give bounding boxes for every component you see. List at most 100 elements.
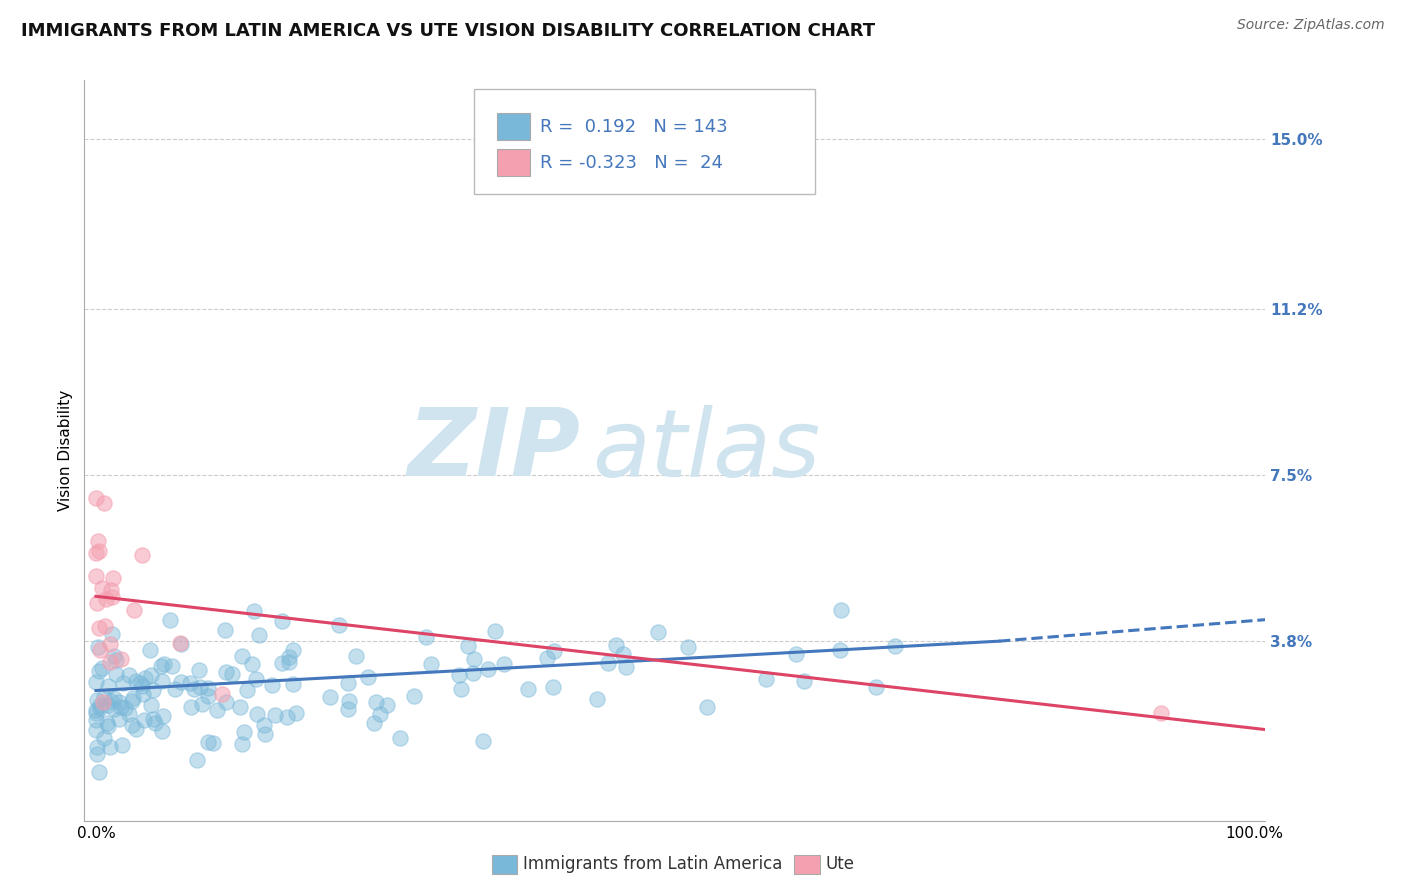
Point	[86, 596, 108, 610]
Point	[94, 618, 117, 632]
Point	[883, 639, 905, 653]
Point	[141, 698, 163, 712]
Point	[415, 630, 437, 644]
Point	[87, 534, 110, 549]
Point	[247, 628, 270, 642]
Point	[93, 690, 115, 704]
Point	[91, 581, 114, 595]
Point	[87, 544, 110, 558]
Point	[97, 718, 120, 732]
Point	[96, 716, 118, 731]
Point	[89, 700, 111, 714]
Point	[243, 604, 266, 618]
Point	[240, 657, 263, 671]
Point	[214, 623, 236, 637]
Point	[253, 718, 276, 732]
Point	[152, 709, 174, 723]
Point	[84, 569, 107, 583]
Point	[517, 681, 540, 696]
Point	[262, 678, 284, 692]
Point	[830, 642, 852, 657]
Point	[830, 603, 852, 617]
Point	[110, 652, 132, 666]
Point	[253, 726, 276, 740]
Point	[150, 724, 173, 739]
Point	[598, 657, 620, 671]
Point	[86, 739, 108, 754]
Point	[139, 667, 162, 681]
Point	[457, 639, 479, 653]
Text: ZIP: ZIP	[408, 404, 581, 497]
Point	[236, 682, 259, 697]
Point	[477, 662, 499, 676]
Point	[84, 675, 107, 690]
Point	[89, 698, 111, 712]
Point	[84, 706, 107, 720]
Point	[163, 682, 186, 697]
Point	[131, 549, 153, 563]
Point	[125, 722, 148, 736]
Point	[370, 706, 392, 721]
Point	[264, 708, 287, 723]
Point	[153, 657, 176, 672]
Point	[100, 582, 122, 597]
Point	[111, 676, 134, 690]
Point	[366, 695, 388, 709]
Point	[463, 652, 485, 666]
Text: R =  0.192   N = 143: R = 0.192 N = 143	[540, 118, 727, 136]
Point	[160, 658, 183, 673]
Point	[231, 737, 253, 751]
Text: Ute: Ute	[825, 855, 855, 873]
Point	[696, 700, 718, 714]
Point	[319, 690, 342, 705]
Point	[183, 681, 205, 696]
Point	[89, 642, 111, 657]
Point	[132, 687, 155, 701]
Point	[246, 707, 269, 722]
Point	[149, 659, 172, 673]
Point	[420, 657, 443, 672]
Point	[492, 657, 515, 671]
Point	[357, 670, 380, 684]
Point	[143, 715, 166, 730]
Point	[211, 687, 233, 701]
Point	[118, 706, 141, 721]
Point	[84, 703, 107, 717]
Point	[98, 637, 121, 651]
Point	[337, 675, 360, 690]
Point	[152, 674, 174, 689]
Point	[91, 695, 114, 709]
Point	[676, 640, 699, 654]
Point	[180, 699, 202, 714]
Point	[270, 614, 292, 628]
Point	[142, 683, 165, 698]
Text: IMMIGRANTS FROM LATIN AMERICA VS UTE VISION DISABILITY CORRELATION CHART: IMMIGRANTS FROM LATIN AMERICA VS UTE VIS…	[21, 22, 875, 40]
Text: R = -0.323   N =  24: R = -0.323 N = 24	[540, 153, 723, 171]
Point	[142, 712, 165, 726]
Point	[450, 681, 472, 696]
Point	[585, 691, 607, 706]
Point	[100, 694, 122, 708]
Point	[91, 661, 114, 675]
Point	[541, 680, 564, 694]
Point	[647, 625, 669, 640]
Point	[86, 747, 108, 761]
Point	[614, 660, 637, 674]
Point	[93, 731, 115, 745]
Point	[191, 697, 214, 711]
Point	[111, 738, 134, 752]
Point	[103, 649, 125, 664]
Point	[121, 718, 143, 732]
Point	[103, 691, 125, 706]
Point	[536, 651, 558, 665]
Point	[190, 681, 212, 695]
Y-axis label: Vision Disability: Vision Disability	[58, 390, 73, 511]
Point	[245, 672, 267, 686]
Point	[389, 731, 412, 745]
Point	[271, 656, 294, 670]
Point	[344, 648, 367, 663]
Point	[84, 491, 107, 505]
Point	[231, 648, 253, 663]
Point	[87, 664, 110, 678]
Point	[101, 627, 124, 641]
